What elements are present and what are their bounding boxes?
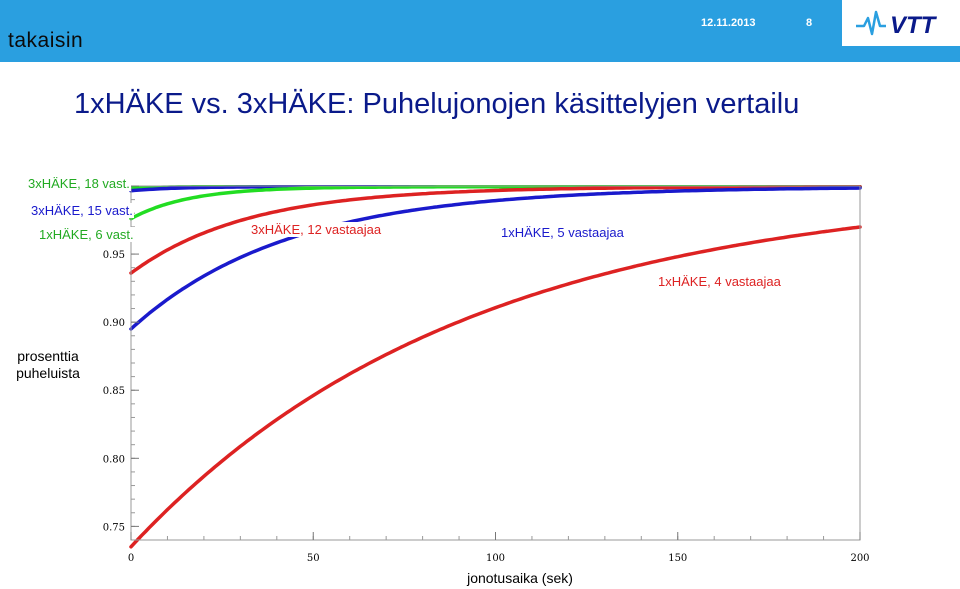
series-line-5	[129, 186, 862, 331]
annotation-3xhake-12: 3xHÄKE, 12 vastaajaa	[250, 222, 383, 237]
header-band	[0, 0, 960, 62]
x-tick-label: 100	[486, 553, 505, 564]
vtt-logo: VTT	[842, 0, 960, 46]
series-line-6	[129, 225, 862, 549]
y-tick-label: 0.85	[103, 386, 125, 397]
annotation-1xhake-6: 1xHÄKE, 6 vast.	[38, 227, 135, 242]
header-date: 12.11.2013	[701, 17, 756, 29]
x-tick-label: 200	[850, 553, 869, 564]
annotation-3xhake-15: 3xHÄKE, 15 vast.	[30, 203, 134, 218]
annotation-1xhake-4: 1xHÄKE, 4 vastaajaa	[657, 274, 782, 289]
header-page-number: 8	[806, 17, 813, 29]
annotation-1xhake-5: 1xHÄKE, 5 vastaajaa	[500, 225, 625, 240]
y-tick-label: 0.95	[103, 250, 125, 261]
plot-frame	[130, 185, 861, 541]
y-axis-label: prosenttia puheluista	[16, 348, 80, 381]
vtt-logo-icon: VTT	[856, 10, 938, 39]
annotation-3xhake-18: 3xHÄKE, 18 vast.	[27, 176, 131, 191]
logo-text: VTT	[890, 12, 938, 39]
y-tick-label: 0.90	[103, 318, 125, 329]
x-axis-label: jonotusaika (sek)	[467, 570, 573, 586]
y-tick-label: 0.75	[103, 522, 125, 533]
x-tick-label: 150	[668, 553, 687, 564]
x-tick-label: 0	[128, 553, 134, 564]
page-title: 1xHÄKE vs. 3xHÄKE: Puhelujonojen käsitte…	[74, 88, 800, 120]
y-tick-label: 0.80	[103, 454, 125, 465]
series-line-4	[129, 185, 862, 275]
back-link[interactable]: takaisin	[8, 29, 84, 52]
x-tick-label: 50	[307, 553, 320, 564]
